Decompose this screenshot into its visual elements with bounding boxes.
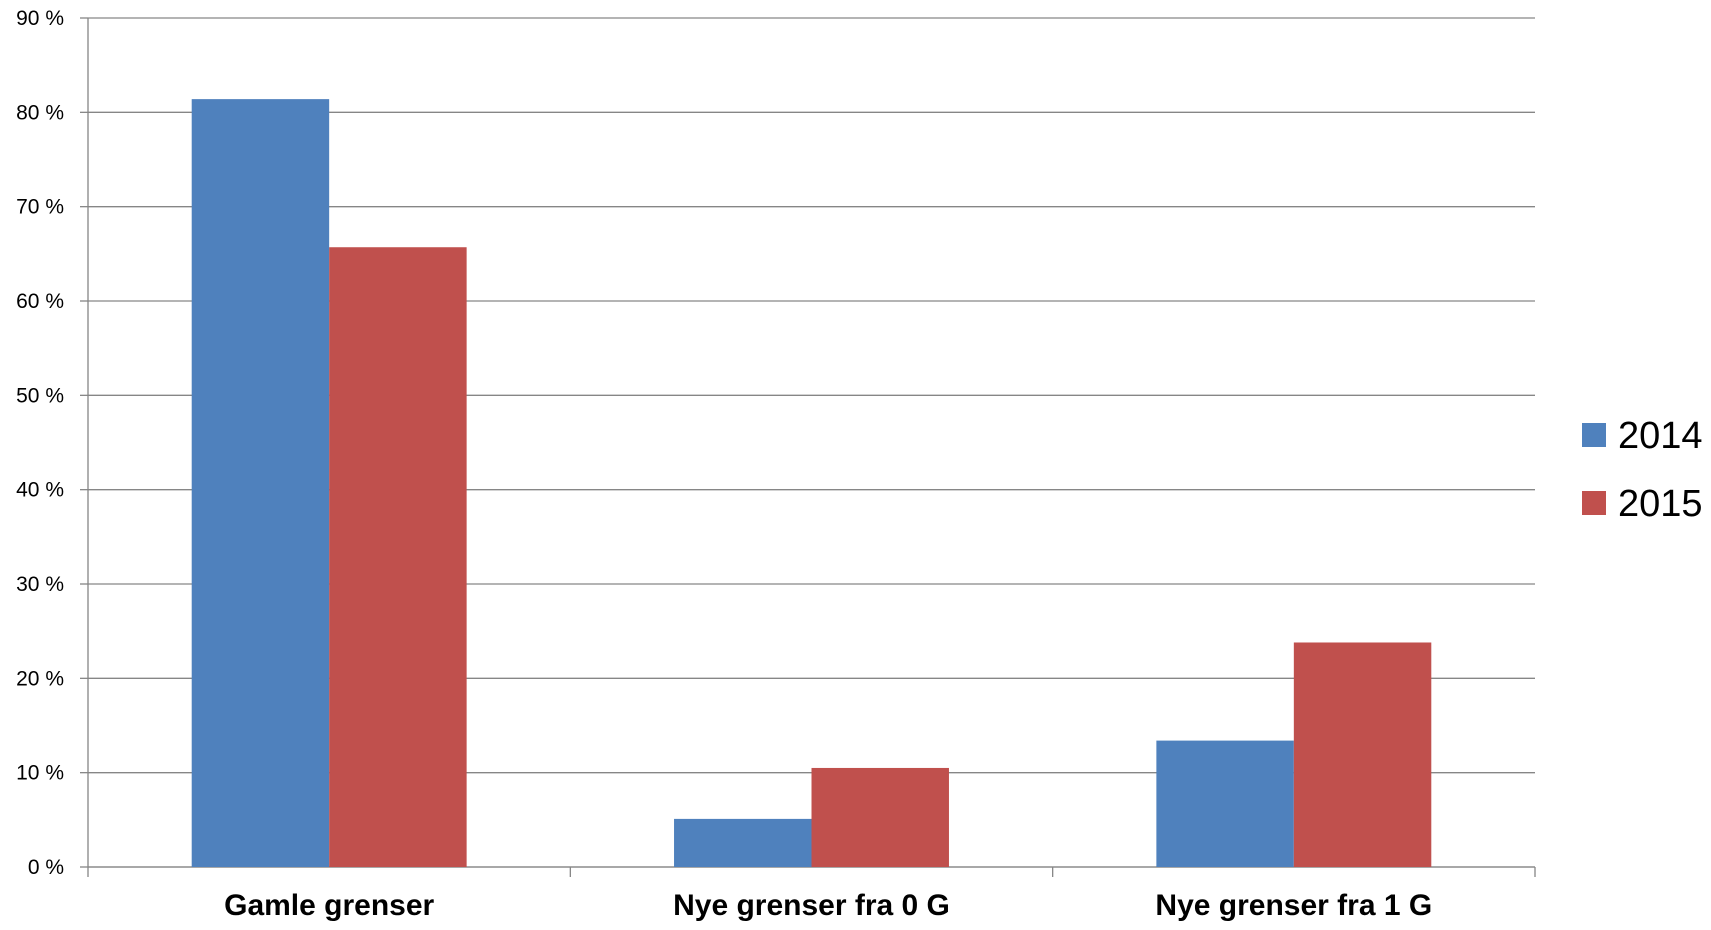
y-tick-label: 50 % [16,384,64,407]
bar-2015-2 [1293,642,1432,867]
y-tick-label: 40 % [16,479,64,502]
y-tick-label: 70 % [16,196,64,219]
y-tick-label: 30 % [16,573,64,596]
bar-2014-1 [674,818,812,867]
x-tick-label: Nye grenser fra 1 G [1155,889,1432,922]
x-tick-label: Gamle grenser [224,889,434,922]
y-tick-label: 90 % [16,7,64,30]
y-tick-label: 60 % [16,290,64,313]
legend-swatch-2015 [1582,491,1606,515]
x-tick-label: Nye grenser fra 0 G [673,889,950,922]
bar-2014-2 [1156,740,1294,867]
legend-label-2015: 2015 [1618,483,1703,525]
bar-2015-1 [811,767,949,867]
y-tick-label: 0 % [28,856,64,879]
legend-swatch-2014 [1582,423,1606,447]
legend-label-2014: 2014 [1618,415,1703,457]
bar-2015-0 [329,247,467,868]
y-tick-label: 10 % [16,762,64,785]
y-tick-label: 80 % [16,101,64,124]
bar-2014-0 [191,99,330,868]
y-tick-label: 20 % [16,667,64,690]
